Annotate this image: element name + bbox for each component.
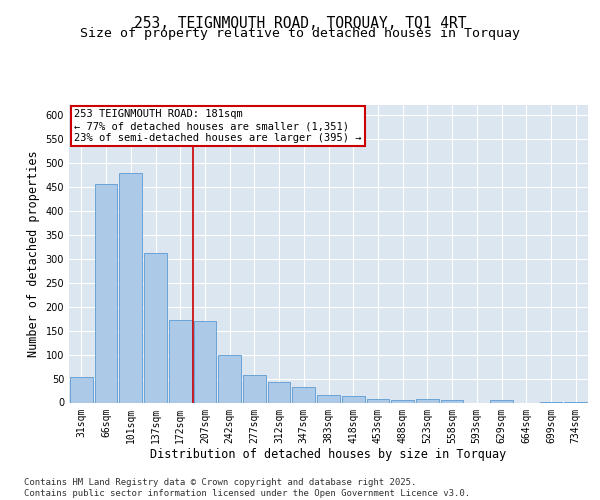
Text: 253, TEIGNMOUTH ROAD, TORQUAY, TQ1 4RT: 253, TEIGNMOUTH ROAD, TORQUAY, TQ1 4RT	[134, 16, 466, 31]
Bar	[95, 184, 118, 402]
Bar	[317, 396, 340, 402]
Bar	[119, 173, 142, 402]
Text: 253 TEIGNMOUTH ROAD: 181sqm
← 77% of detached houses are smaller (1,351)
23% of : 253 TEIGNMOUTH ROAD: 181sqm ← 77% of det…	[74, 110, 362, 142]
Bar	[292, 386, 315, 402]
Bar	[218, 354, 241, 403]
Bar	[342, 396, 365, 402]
Bar	[367, 399, 389, 402]
Bar	[490, 400, 513, 402]
X-axis label: Distribution of detached houses by size in Torquay: Distribution of detached houses by size …	[151, 448, 506, 461]
Bar	[416, 399, 439, 402]
Text: Contains HM Land Registry data © Crown copyright and database right 2025.
Contai: Contains HM Land Registry data © Crown c…	[24, 478, 470, 498]
Bar	[169, 320, 191, 402]
Y-axis label: Number of detached properties: Number of detached properties	[27, 150, 40, 357]
Bar	[243, 374, 266, 402]
Text: Size of property relative to detached houses in Torquay: Size of property relative to detached ho…	[80, 28, 520, 40]
Bar	[144, 254, 167, 402]
Bar	[70, 376, 93, 402]
Bar	[391, 400, 414, 402]
Bar	[194, 321, 216, 402]
Bar	[441, 400, 463, 402]
Bar	[268, 382, 290, 402]
